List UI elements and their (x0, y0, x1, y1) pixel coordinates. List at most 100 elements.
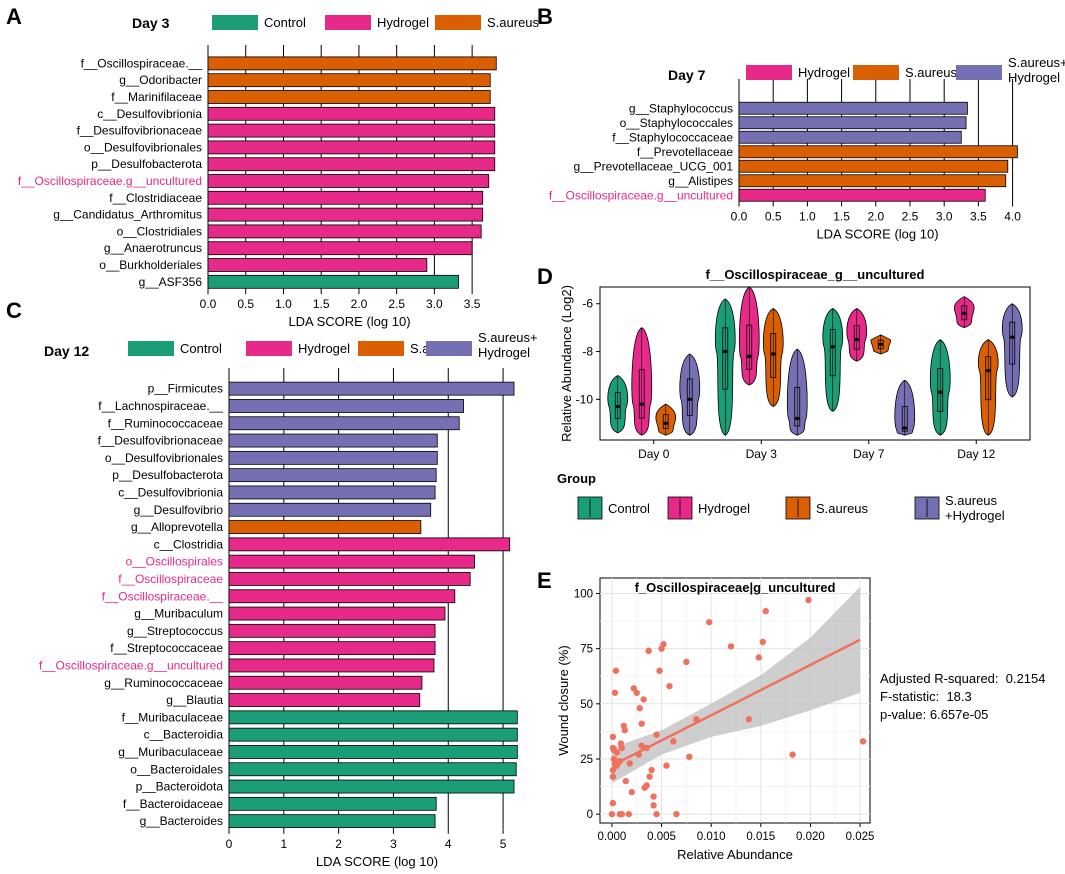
panel-a-bar (207, 258, 428, 272)
panel-e-point (646, 773, 653, 780)
panel-c-xlabel: LDA SCORE (log 10) (316, 854, 438, 869)
panel-c-bar (228, 796, 437, 811)
panel-c-xtick-label: 1 (280, 837, 287, 851)
panel-d-legend-label: Control (608, 501, 650, 516)
panel-c-category-label: g__Muribaculum (134, 607, 223, 621)
panel-b-bar (738, 145, 1018, 159)
panel-c-legend-swatch (358, 341, 404, 356)
panel-a-bar (207, 241, 473, 256)
panel-e-point (633, 689, 640, 696)
panel-a-bar (207, 90, 491, 104)
panel-c-category-label: c__Clostridia (154, 537, 224, 551)
panel-e-xtick-label: 0.025 (846, 831, 875, 843)
panel-c-category-label: g__Blautia (166, 693, 223, 707)
panel-c-bar (228, 572, 471, 586)
panel-d-legend-title: Group (557, 471, 596, 486)
panel-a-bar (207, 174, 490, 188)
panel-e-point (755, 654, 763, 661)
panel-c-category-label: f__Streptococcaceae (110, 641, 223, 655)
panel-c-bar (228, 399, 465, 413)
panel-b-xtick-label: 3.0 (936, 210, 953, 224)
panel-b-category-label: f__Oscillospiraceae.g__uncultured (549, 188, 733, 202)
panel-b-legend-label: S.aureus (905, 65, 958, 80)
panel-a-xtick-label: 1.0 (275, 297, 292, 311)
panel-e-point (609, 773, 617, 780)
panel-c-bar (228, 416, 460, 431)
panel-c-bar (228, 537, 511, 552)
panel-e-point (727, 643, 735, 650)
panel-c-category-label: f__Oscillospiraceae.__ (102, 589, 224, 603)
panel-a-bar (207, 207, 484, 222)
panel-b-bar (738, 174, 1007, 188)
panel-a-bar (207, 106, 496, 121)
panel-b-xtick-label: 2.5 (902, 210, 919, 224)
panel-c-category-label: p__Firmicutes (148, 382, 223, 396)
panel-e-point (653, 731, 660, 738)
panel-e-point (683, 658, 690, 666)
panel-a-xlabel: LDA SCORE (log 10) (288, 314, 410, 329)
panel-a-category-label: f__Clostridiaceae (109, 191, 202, 205)
panel-c-category-label: f__Ruminococcaceae (108, 416, 224, 430)
panel-e-point (626, 760, 633, 767)
panel-a-legend-swatch (435, 15, 481, 30)
panel-b-bar (738, 116, 967, 130)
panel-c-bar (228, 606, 446, 621)
panel-a-xtick-label: 2.0 (351, 297, 368, 311)
panel-d-median (854, 338, 859, 342)
panel-c-xtick-label: 0 (226, 837, 233, 851)
panel-a-xtick-label: 0.0 (200, 297, 217, 311)
panel-a-xtick-label: 3.5 (464, 297, 481, 311)
panel-d-median (795, 416, 800, 420)
panel-e-point (645, 647, 652, 655)
panel-d-legend-label: S.aureus +Hydrogel (945, 493, 1005, 523)
panel-a-category-label: g__Anaerotruncus (104, 241, 202, 255)
panel-c-category-label: g__Alloprevotella (131, 520, 223, 534)
panel-d-median (938, 390, 943, 394)
panel-b-title: Day 7 (668, 67, 706, 83)
panel-a-category-label: g__Odoribacter (119, 73, 202, 87)
panel-a-xtick-label: 0.5 (237, 297, 254, 311)
panel-d: f__Oscillospiraceae_g__uncultured -10 -8 -6… (557, 267, 1031, 523)
panel-letter-a: A (6, 4, 22, 29)
panel-d-median (962, 311, 967, 315)
panel-c-bar (228, 710, 518, 725)
panel-letter-e: E (537, 568, 552, 593)
panel-d-median (663, 421, 668, 425)
panel-e-annotation: p-value: 6.657e-05 (880, 707, 988, 722)
panel-c-bar (228, 433, 438, 448)
panel-a-category-label: f__Desulfovibrionaceae (77, 124, 203, 138)
panel-e-point (670, 738, 677, 745)
panel-a-title: Day 3 (132, 15, 170, 31)
panel-d-median (687, 397, 692, 401)
panel-e-point (656, 667, 663, 674)
panel-e-title: f_Oscillospiraceae|g_uncultured (635, 580, 836, 595)
panel-e-ytick-label: 50 (580, 699, 593, 711)
panel-a: 0.0 0.5 1.0 1.5 2.0 2.5 3.0 3.5 LDA SCORE (log 1… (18, 15, 540, 329)
panel-c-bar (228, 502, 432, 517)
panel-c-bar (228, 623, 436, 638)
panel-a-bar (207, 140, 496, 155)
panel-c-legend-label: Control (180, 341, 222, 356)
panel-b-category-label: f__Prevotellaceae (637, 145, 733, 159)
panel-a-bar (207, 73, 491, 88)
panel-b: 0.0 0.5 1.0 1.5 2.0 2.5 3.0 3.5 4.0 LDA SCORE (lo… (549, 55, 1065, 242)
panel-e-ytick-label: 75 (580, 644, 593, 656)
panel-e-point (653, 810, 660, 818)
panel-a-xtick-label: 3.0 (426, 297, 443, 311)
panel-b-xtick-label: 1.5 (833, 210, 850, 224)
panel-e-point (686, 753, 693, 760)
panel-b-legend-swatch (746, 65, 792, 80)
panel-a-legend-swatch (325, 15, 371, 30)
panel-e-xtick-label: 0.015 (746, 831, 775, 843)
panel-e-point (612, 667, 620, 674)
panel-e-point (611, 689, 619, 696)
panel-b-category-label: g__Alistipes (668, 174, 733, 188)
panel-b-legend-swatch (853, 65, 899, 80)
panel-a-category-label: g__Candidatus_Arthromitus (53, 208, 202, 222)
panel-e-fit-line (611, 638, 861, 767)
panel-d-median (747, 354, 752, 358)
panel-c-legend-label: S.aureus+ Hydrogel (478, 330, 538, 360)
panel-d-median (771, 352, 776, 356)
panel-e-point (621, 727, 629, 734)
panel-e-point (641, 784, 648, 791)
